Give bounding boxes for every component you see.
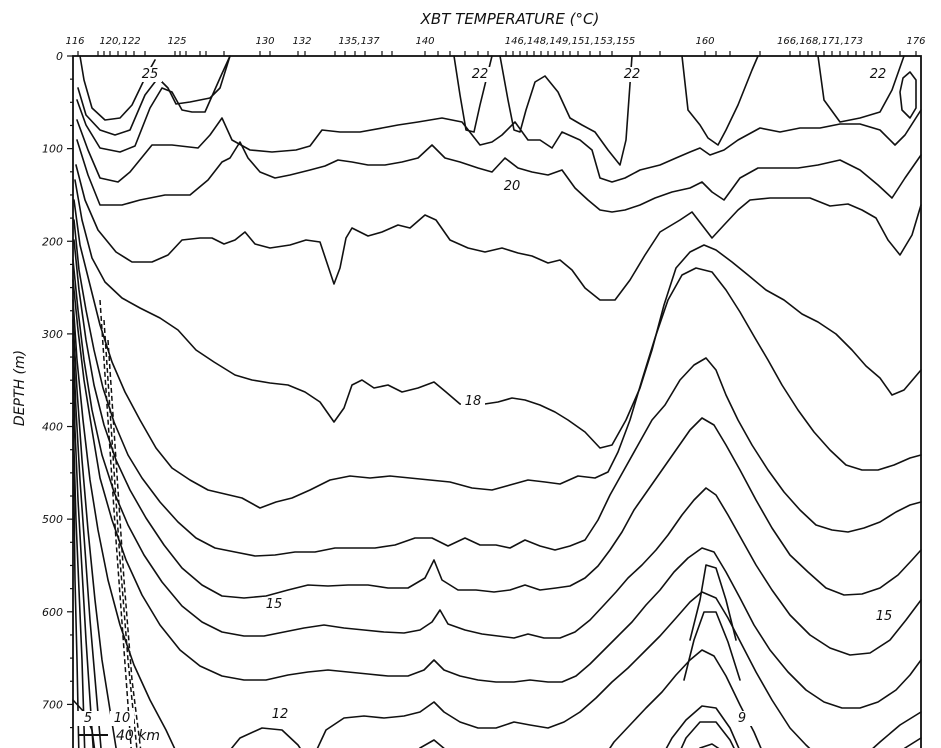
contour-labels: 25 22 22 22 20 18 15 15 12 10 9 5 bbox=[76, 67, 896, 726]
isotherm-19 bbox=[75, 164, 922, 301]
station-label: 166,168,171,173 bbox=[777, 36, 863, 47]
isotherm-dashed-2 bbox=[103, 319, 138, 748]
isotherm-17 bbox=[73, 199, 922, 509]
isotherm-22-mid bbox=[499, 55, 633, 166]
y-tick-label: 500 bbox=[42, 513, 63, 526]
isotherm-nested-1 bbox=[689, 564, 737, 641]
isotherm-12-dome bbox=[230, 727, 301, 748]
isotherm-11-center bbox=[609, 649, 762, 748]
contour-label-bg bbox=[468, 67, 492, 82]
isotherm-10-center bbox=[665, 705, 740, 748]
y-tick-label: 200 bbox=[42, 235, 63, 248]
contour-label: 20 bbox=[504, 179, 521, 194]
y-axis-label: DEPTH (m) bbox=[12, 350, 28, 426]
chart-title: XBT TEMPERATURE (°C) bbox=[420, 10, 600, 28]
y-tick-label: 0 bbox=[56, 50, 63, 63]
contour-label-bg bbox=[268, 707, 292, 722]
isotherm-left-10 bbox=[72, 319, 117, 748]
contour-label-bg bbox=[461, 394, 485, 409]
contour-label: 9 bbox=[738, 711, 746, 726]
y-tick-label: 300 bbox=[42, 328, 63, 341]
station-label: 146,148,149,151,153,155 bbox=[505, 36, 635, 47]
isotherm-14 bbox=[72, 259, 922, 656]
contour-label-bg bbox=[866, 67, 890, 82]
isotherm-left-9 bbox=[72, 339, 102, 748]
contour-label: 5 bbox=[84, 711, 92, 726]
contour-label-bg bbox=[138, 67, 162, 82]
contour-label: 18 bbox=[465, 394, 482, 409]
station-axis: 116 120,122 125 130 132 135,137 140 146,148,149… bbox=[65, 36, 926, 56]
contour-label: 15 bbox=[266, 597, 283, 612]
isotherm-18 bbox=[74, 179, 922, 449]
isotherm-22-loop bbox=[899, 71, 917, 119]
isotherm-21 bbox=[76, 109, 922, 183]
scale-bar: 40 km bbox=[78, 728, 160, 744]
contour-label: 12 bbox=[272, 707, 289, 722]
isotherm-9-center bbox=[698, 743, 720, 748]
isotherm-11 bbox=[418, 739, 445, 748]
scale-bar-label: 40 km bbox=[116, 728, 160, 744]
station-label: 130 bbox=[255, 36, 274, 47]
contour-label-bg bbox=[110, 711, 134, 726]
isotherm-9-inner bbox=[680, 721, 735, 748]
station-label: 160 bbox=[695, 36, 714, 47]
contour-label: 15 bbox=[876, 609, 893, 624]
y-tick-label: 700 bbox=[42, 698, 63, 711]
isotherm-left-8 bbox=[72, 359, 95, 748]
station-label: 125 bbox=[167, 36, 186, 47]
isotherm-lines bbox=[72, 55, 922, 748]
station-label: 116 bbox=[65, 36, 84, 47]
isotherm-nested-2 bbox=[683, 611, 741, 681]
contour-label: 25 bbox=[142, 67, 159, 82]
contour-label-bg bbox=[730, 711, 754, 726]
isotherm-16 bbox=[73, 219, 922, 557]
isotherm-dashed-3 bbox=[107, 339, 142, 748]
y-tick-label: 600 bbox=[42, 606, 63, 619]
isotherm-20 bbox=[76, 139, 922, 213]
isotherm-15 bbox=[73, 239, 922, 599]
y-tick-label: 100 bbox=[42, 143, 63, 156]
station-label: 120,122 bbox=[99, 36, 140, 47]
isotherm-13 bbox=[72, 279, 922, 709]
station-label: 140 bbox=[415, 36, 434, 47]
contour-label: 10 bbox=[114, 711, 131, 726]
isotherm-right-low bbox=[872, 711, 922, 748]
isotherm-12 bbox=[72, 299, 176, 748]
contour-label-bg bbox=[262, 597, 286, 612]
isotherm-left-6 bbox=[72, 419, 80, 748]
station-label: 135,137 bbox=[338, 36, 380, 47]
station-label: 176 bbox=[906, 36, 925, 47]
contour-label: 22 bbox=[472, 67, 489, 82]
contour-label: 22 bbox=[624, 67, 641, 82]
isotherm-right-low-2 bbox=[903, 737, 922, 748]
contour-label-bg bbox=[620, 67, 644, 82]
isotherm-22-right bbox=[681, 55, 759, 146]
isotherm-dashed-1 bbox=[99, 299, 132, 748]
contour-label-bg bbox=[500, 179, 524, 194]
isotherm-22-far bbox=[817, 55, 905, 123]
y-tick-label: 400 bbox=[42, 421, 63, 434]
contour-label-bg bbox=[872, 609, 896, 624]
isotherm-12-mid bbox=[316, 591, 811, 748]
contour-label-bg bbox=[76, 711, 100, 726]
isotherm-25-upper bbox=[79, 55, 156, 121]
isotherm-24 bbox=[76, 55, 231, 153]
y-axis: 0 100 200 300 400 500 600 700 bbox=[42, 50, 73, 729]
contour-label: 22 bbox=[870, 67, 887, 82]
station-label: 132 bbox=[292, 36, 311, 47]
